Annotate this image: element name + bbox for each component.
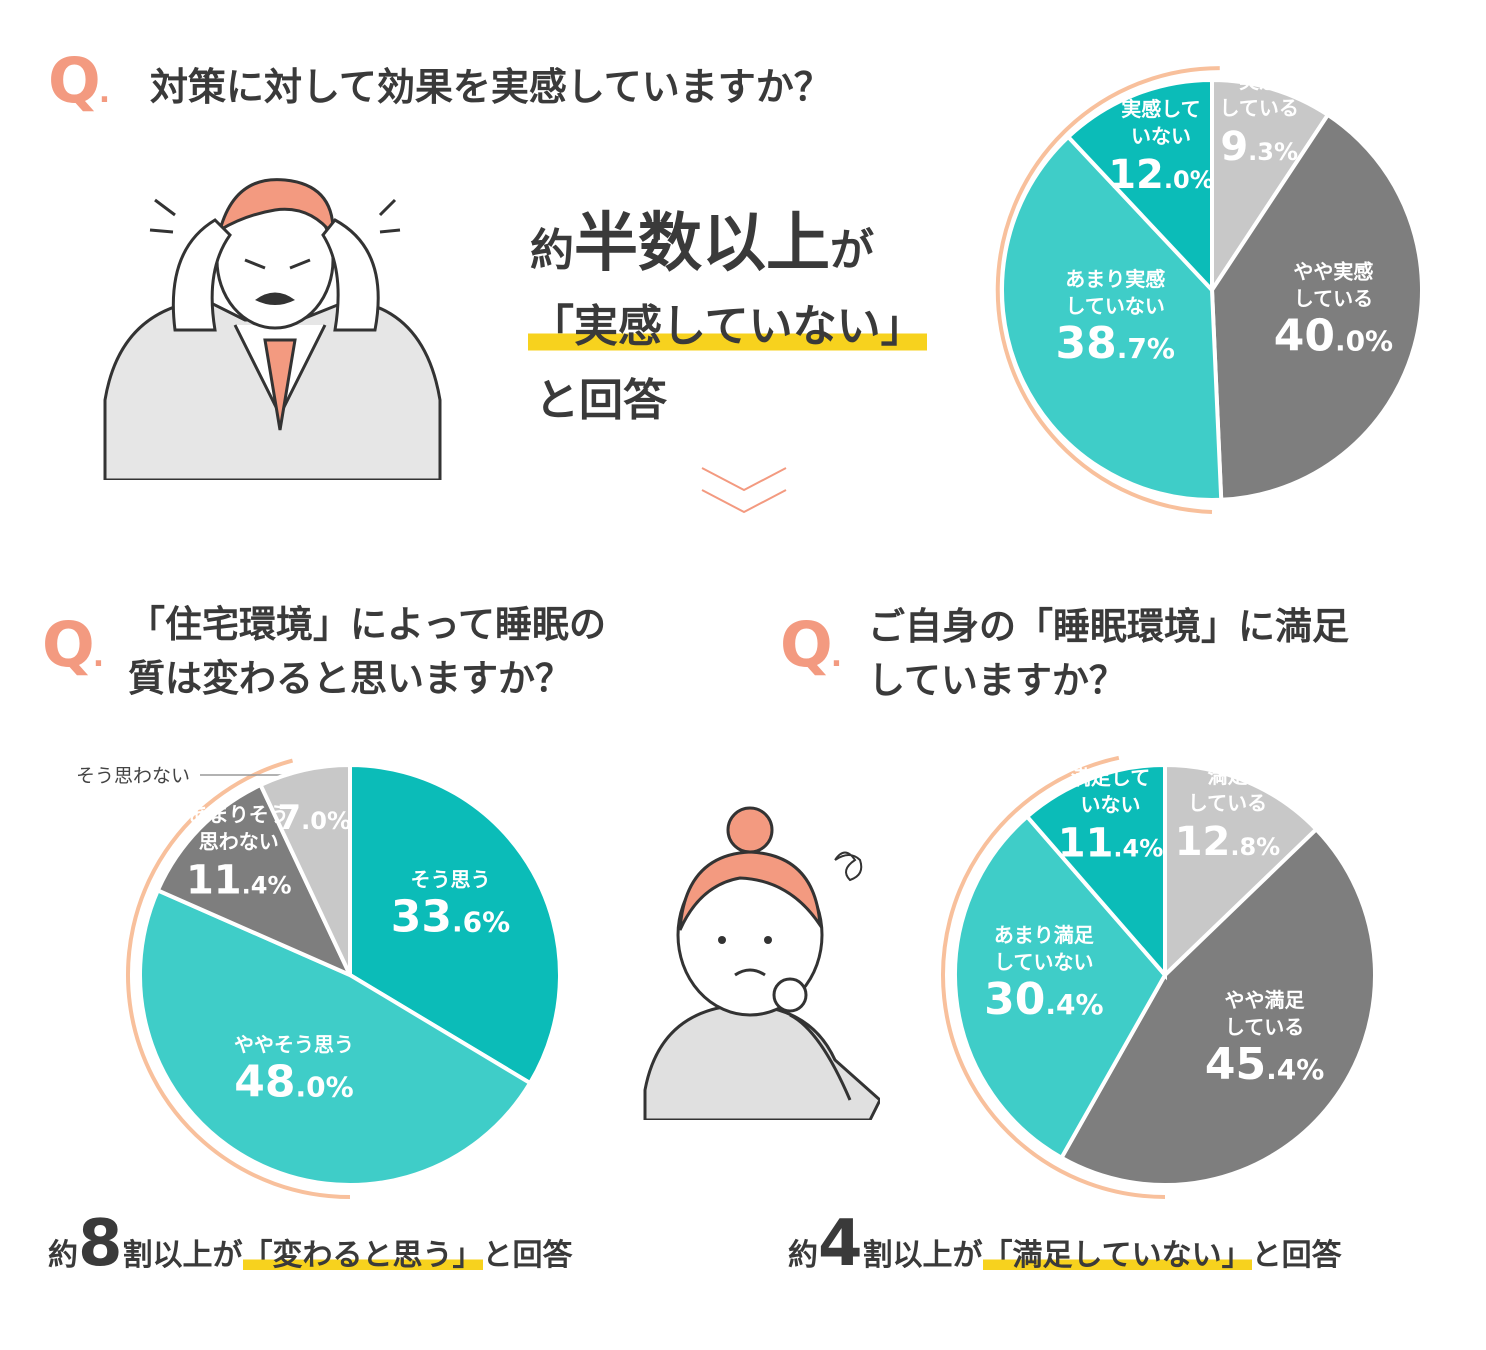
pie-chart-satisfaction: 満足している12.8%やや満足している45.4%あまり満足していない30.4%満… [941,755,1377,1199]
pie-label-effect-1-0: やや実感 [1293,260,1373,284]
pie-label-effect-3-0: 実感して [1121,97,1200,121]
q1-mark: Q. [48,44,110,117]
pie-slice-effect-1 [1209,112,1424,502]
q2-mark: Q. [42,608,104,681]
pie-label-effect-2-1: していない [1066,294,1165,318]
pie-value-housing-2: 11.4% [186,858,292,904]
q2-summary: 約8割以上が「変わると思う」と回答 [48,1207,573,1281]
pie-value-housing-0: 33.6% [391,892,510,943]
pie-value-effect-1: 40.0% [1274,311,1393,362]
pie-value-satisfaction-0: 12.8% [1175,819,1281,865]
pie-value-housing-3: 7.0% [277,798,351,838]
pie-slice-satisfaction-1 [1058,826,1377,1188]
pie-ring-satisfaction [941,755,1166,1199]
pie-slice-housing-0 [348,762,562,1086]
pie-ring-housing [126,758,351,1199]
pie-label-housing-1-0: ややそう思う [234,1033,354,1057]
pie-ring-effect [995,66,1220,514]
pie-slice-satisfaction-3 [1024,762,1167,981]
pie-slice-effect-3 [1065,77,1214,296]
pie-slice-housing-1 [138,887,533,1187]
q2-summary-highlight: 「変わると思う」 [242,1238,483,1273]
pie-label-effect-0-1: している [1219,96,1298,120]
pie-label-satisfaction-0-0: 満足 [1207,764,1248,788]
q1-headline-line1: 約半数以上が [530,207,874,281]
pie-label-effect-1-1: している [1294,287,1373,311]
pie-slice-satisfaction-0 [1163,762,1320,980]
q1-headline-line3: と回答 [535,375,667,426]
troubled-woman-illustration [643,806,880,1120]
q2-question: 「住宅環境」によって睡眠の 質は変わると思いますか？ [128,598,606,705]
pie-label-housing-2-0: あまりそう [189,803,289,827]
q3-mark: Q. [780,608,842,681]
stressed-man-illustration [103,178,442,480]
q1-question: 対策に対して効果を実感していますか？ [150,65,832,109]
pie-label-satisfaction-0-1: している [1188,791,1267,815]
pie-value-satisfaction-2: 30.4% [984,974,1103,1025]
chevron-down-icon [701,467,787,514]
pie-value-effect-0: 9.3% [1220,124,1298,170]
q3-question-line2: していますか？ [868,658,1126,702]
pie-label-satisfaction-2-0: あまり満足 [994,923,1095,947]
pie-label-effect-3-1: いない [1131,124,1191,148]
pie-slice-housing-3 [257,762,352,976]
q2-question-line1: 「住宅環境」によって睡眠の [128,603,607,646]
pie-value-effect-2: 38.7% [1056,318,1175,369]
pie-value-satisfaction-3: 11.4% [1058,820,1164,866]
pie-label-satisfaction-2-1: していない [994,950,1093,974]
pie-value-satisfaction-1: 45.4% [1205,1039,1324,1090]
pie-label-effect-0-0: 実感 [1239,69,1279,93]
pie-label-satisfaction-1-1: している [1225,1015,1304,1039]
pie-chart-effect: 実感している9.3%やや実感している40.0%あまり実感していない38.7%実感… [995,66,1424,514]
q2-question-line2: 質は変わると思いますか？ [128,656,572,700]
pie-slice-effect-0 [1210,77,1331,297]
pie-value-housing-1: 48.0% [234,1057,353,1108]
pie-label-housing-2-1: 思わない [199,830,279,854]
q3-question-line1: ご自身の「睡眠環境」に満足 [868,605,1349,648]
pie-slice-satisfaction-2 [953,813,1168,1161]
pie-label-satisfaction-3-1: いない [1081,792,1141,816]
q1-headline-line2: 「実感していない」 [528,298,927,356]
pie-value-effect-3: 12.0% [1108,152,1214,198]
pie-label-satisfaction-3-0: 満足して [1071,765,1150,789]
pie-label-effect-2-0: あまり実感 [1065,267,1165,291]
q3-summary: 約4割以上が「満足していない」と回答 [788,1207,1342,1281]
pie-slice-housing-2 [155,782,355,979]
pie-label-housing-3-0: そう思わない [76,765,190,787]
pie-slice-effect-2 [1000,134,1224,502]
pie-label-housing-0-0: そう思う [411,868,491,892]
q3-summary-highlight: 「満足していない」 [982,1238,1252,1273]
q3-question: ご自身の「睡眠環境」に満足 していますか？ [868,600,1349,707]
pie-label-satisfaction-1-0: やや満足 [1225,988,1306,1012]
